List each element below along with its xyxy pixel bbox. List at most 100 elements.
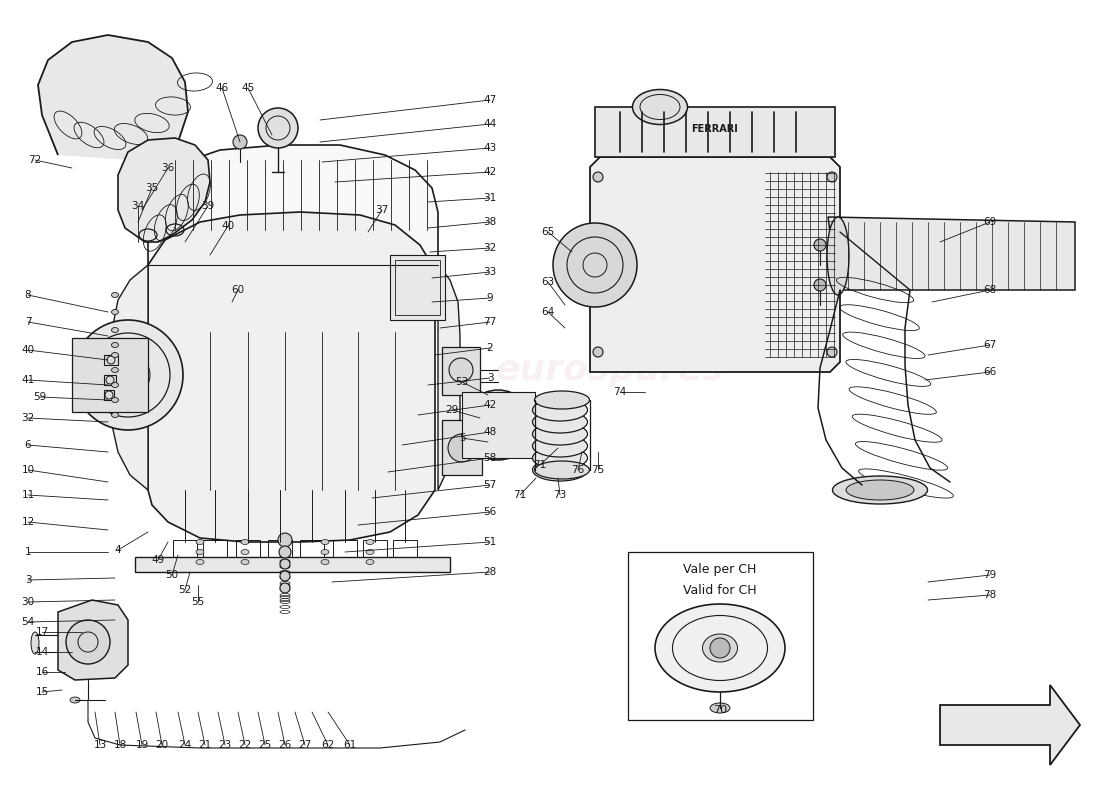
Ellipse shape bbox=[241, 550, 249, 554]
Ellipse shape bbox=[111, 353, 119, 358]
Text: 74: 74 bbox=[614, 387, 627, 397]
Ellipse shape bbox=[654, 604, 785, 692]
Circle shape bbox=[280, 559, 290, 569]
Ellipse shape bbox=[366, 550, 374, 554]
Circle shape bbox=[73, 320, 183, 430]
Bar bbox=[442, 420, 482, 475]
Text: 20: 20 bbox=[155, 740, 168, 750]
Ellipse shape bbox=[366, 559, 374, 565]
Circle shape bbox=[280, 583, 290, 593]
Text: 8: 8 bbox=[24, 290, 31, 300]
Bar bbox=[628, 552, 813, 720]
Text: 3: 3 bbox=[24, 575, 31, 585]
Text: 77: 77 bbox=[483, 317, 496, 327]
Bar bbox=[393, 540, 417, 560]
Text: 32: 32 bbox=[483, 243, 496, 253]
Text: 48: 48 bbox=[483, 427, 496, 437]
Ellipse shape bbox=[833, 476, 927, 504]
Text: 13: 13 bbox=[94, 740, 107, 750]
Bar bbox=[236, 540, 260, 560]
Text: 19: 19 bbox=[135, 740, 149, 750]
Text: 32: 32 bbox=[21, 413, 34, 423]
Text: 27: 27 bbox=[298, 740, 311, 750]
Ellipse shape bbox=[31, 632, 38, 654]
Text: 71: 71 bbox=[514, 490, 527, 500]
Text: 53: 53 bbox=[455, 377, 469, 387]
Text: Vale per CH: Vale per CH bbox=[683, 563, 757, 577]
Text: 14: 14 bbox=[35, 647, 48, 657]
Ellipse shape bbox=[321, 539, 329, 545]
Circle shape bbox=[710, 638, 730, 658]
Text: 39: 39 bbox=[201, 201, 214, 211]
Ellipse shape bbox=[532, 423, 587, 445]
Polygon shape bbox=[595, 107, 835, 157]
Polygon shape bbox=[112, 265, 148, 490]
Text: 42: 42 bbox=[483, 400, 496, 410]
Polygon shape bbox=[438, 265, 460, 490]
Text: 5: 5 bbox=[459, 433, 465, 443]
Bar bbox=[104, 375, 116, 385]
Ellipse shape bbox=[241, 559, 249, 565]
Text: 1: 1 bbox=[24, 547, 31, 557]
Text: 78: 78 bbox=[983, 590, 997, 600]
Text: 69: 69 bbox=[983, 217, 997, 227]
Bar bbox=[333, 540, 358, 560]
Text: eurospares: eurospares bbox=[106, 380, 354, 440]
Text: 61: 61 bbox=[343, 740, 356, 750]
Text: 34: 34 bbox=[131, 201, 144, 211]
Circle shape bbox=[593, 172, 603, 182]
Text: 36: 36 bbox=[162, 163, 175, 173]
Text: 46: 46 bbox=[216, 83, 229, 93]
Bar bbox=[135, 557, 450, 572]
Circle shape bbox=[593, 347, 603, 357]
Text: 33: 33 bbox=[483, 267, 496, 277]
Text: 18: 18 bbox=[113, 740, 127, 750]
Bar bbox=[442, 347, 480, 395]
Text: 2: 2 bbox=[486, 343, 493, 353]
Text: 54: 54 bbox=[21, 617, 34, 627]
Text: 43: 43 bbox=[483, 143, 496, 153]
Text: 52: 52 bbox=[178, 585, 191, 595]
Ellipse shape bbox=[632, 90, 688, 125]
Text: 7: 7 bbox=[24, 317, 31, 327]
Ellipse shape bbox=[532, 411, 587, 433]
Ellipse shape bbox=[532, 435, 587, 457]
Ellipse shape bbox=[532, 447, 587, 469]
Circle shape bbox=[278, 533, 292, 547]
Text: 17: 17 bbox=[35, 627, 48, 637]
Text: Valid for CH: Valid for CH bbox=[683, 583, 757, 597]
Text: 50: 50 bbox=[165, 570, 178, 580]
Text: 16: 16 bbox=[35, 667, 48, 677]
Circle shape bbox=[553, 223, 637, 307]
Ellipse shape bbox=[111, 342, 119, 347]
Text: 24: 24 bbox=[178, 740, 191, 750]
Bar bbox=[173, 540, 197, 560]
Text: 12: 12 bbox=[21, 517, 34, 527]
Text: 63: 63 bbox=[541, 277, 554, 287]
Circle shape bbox=[258, 108, 298, 148]
Text: 25: 25 bbox=[258, 740, 272, 750]
Text: 60: 60 bbox=[231, 285, 244, 295]
Ellipse shape bbox=[111, 367, 119, 373]
Polygon shape bbox=[72, 338, 148, 412]
Ellipse shape bbox=[111, 293, 119, 298]
Text: 21: 21 bbox=[198, 740, 211, 750]
Text: 57: 57 bbox=[483, 480, 496, 490]
Ellipse shape bbox=[111, 310, 119, 314]
Bar bbox=[390, 255, 446, 320]
Text: 66: 66 bbox=[983, 367, 997, 377]
Polygon shape bbox=[148, 212, 434, 542]
Ellipse shape bbox=[70, 697, 80, 703]
Text: 31: 31 bbox=[483, 193, 496, 203]
Circle shape bbox=[448, 434, 476, 462]
Ellipse shape bbox=[532, 399, 587, 421]
Text: 59: 59 bbox=[33, 392, 46, 402]
Circle shape bbox=[233, 135, 248, 149]
Circle shape bbox=[463, 390, 534, 460]
Ellipse shape bbox=[532, 459, 587, 481]
Text: 49: 49 bbox=[152, 555, 165, 565]
Circle shape bbox=[66, 620, 110, 664]
Circle shape bbox=[827, 172, 837, 182]
Text: FERRARI: FERRARI bbox=[692, 124, 738, 134]
Bar bbox=[395, 260, 440, 315]
